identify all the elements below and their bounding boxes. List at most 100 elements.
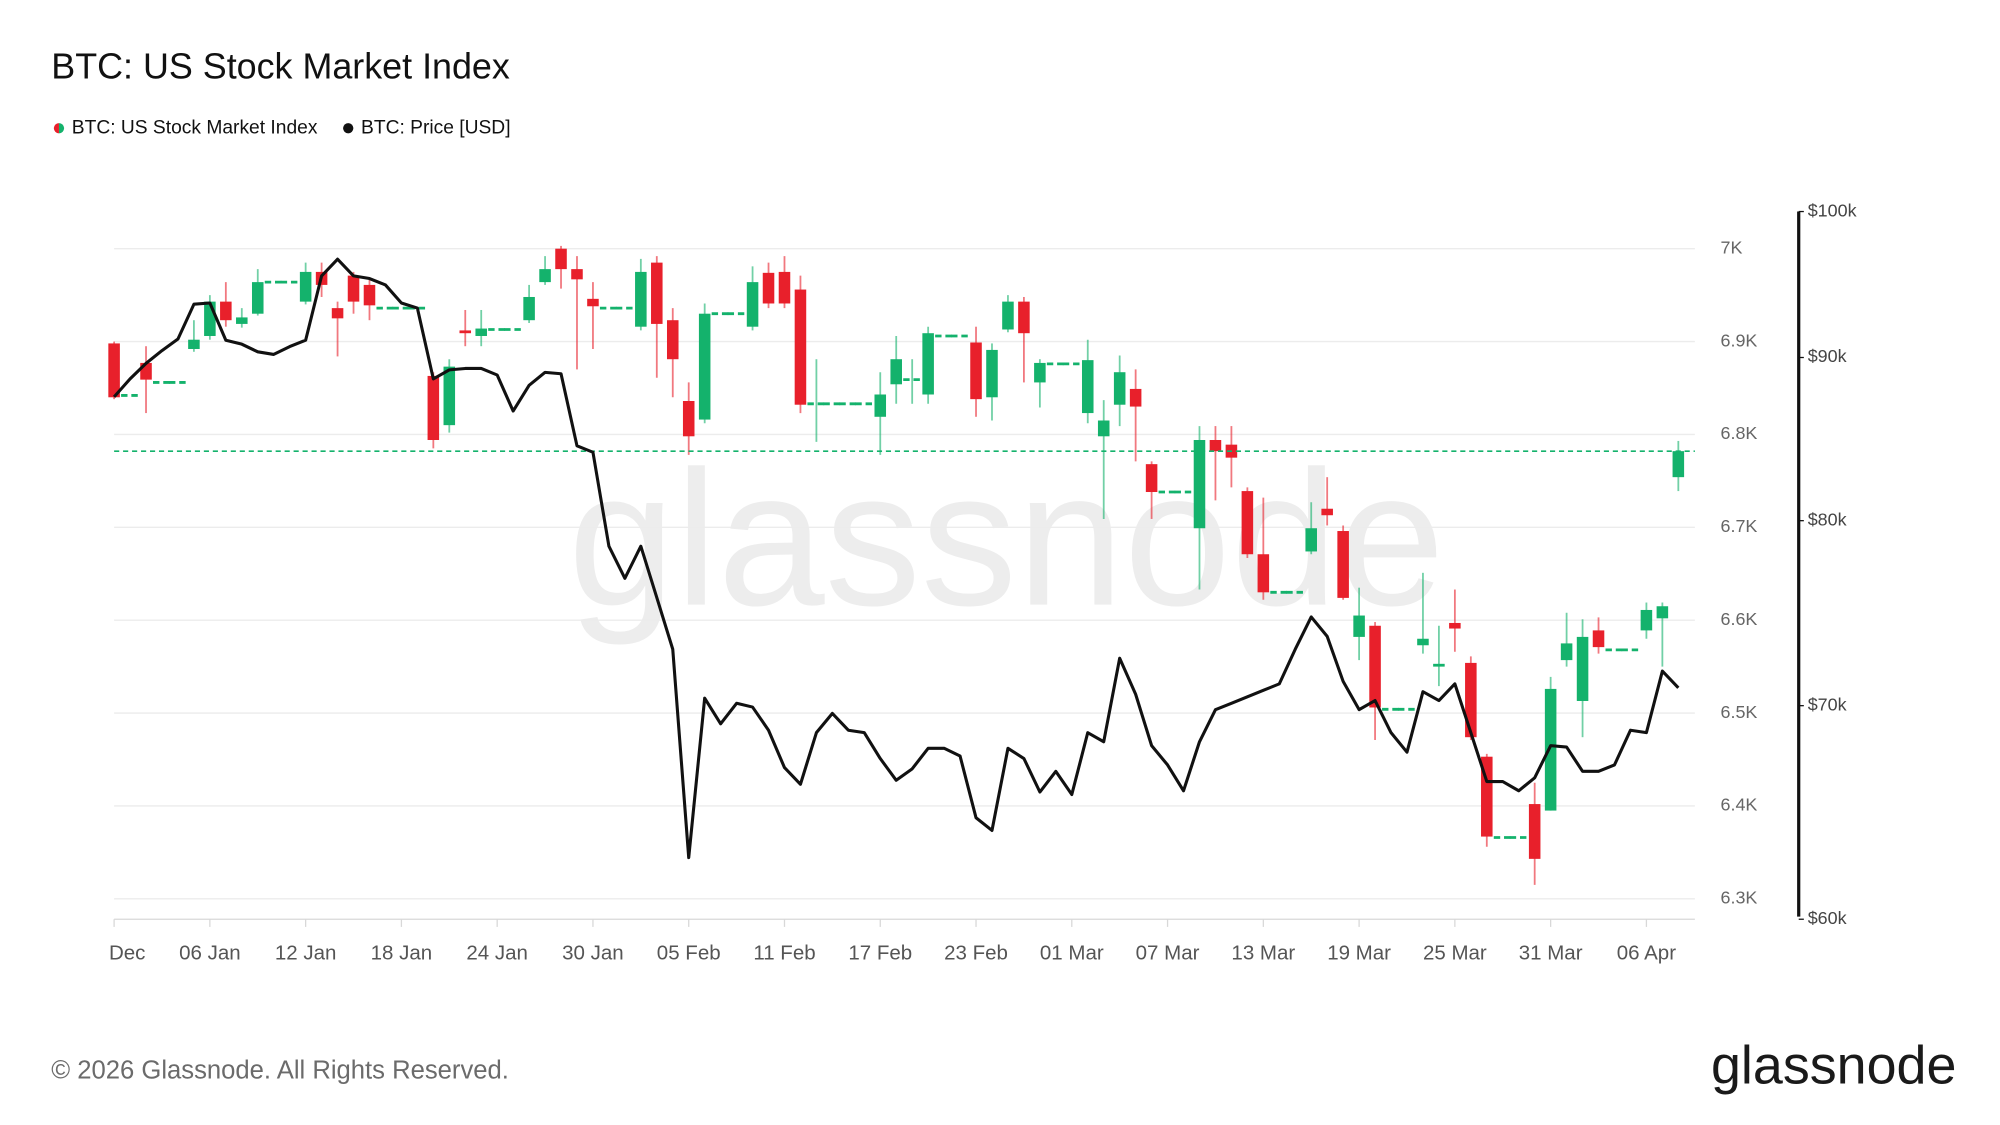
candle-body xyxy=(299,271,312,302)
price-line xyxy=(112,257,1680,860)
x-tick-label: 05 Feb xyxy=(657,941,721,964)
y-tick-label: 6.6K xyxy=(1721,609,1758,629)
y-tick-label: 6.8K xyxy=(1721,423,1758,443)
candle-body xyxy=(347,275,360,302)
candle-body xyxy=(1656,606,1669,619)
y2-tick-label: $100k xyxy=(1808,200,1857,220)
candle-body xyxy=(1560,643,1573,661)
x-tick-label: 19 Mar xyxy=(1327,941,1391,964)
candle-body xyxy=(251,282,264,314)
candle-body xyxy=(1002,301,1014,330)
candle-body xyxy=(587,298,599,307)
legend-marker xyxy=(53,123,59,134)
candle-body xyxy=(1576,636,1589,701)
candle-body xyxy=(1465,662,1477,738)
x-tick-label: 17 Feb xyxy=(848,941,912,964)
candle-body xyxy=(204,301,216,336)
candle-body xyxy=(236,317,248,324)
y-tick-label: 6.7K xyxy=(1721,516,1758,536)
candle-body xyxy=(651,262,663,324)
x-tick-label: 30 Jan xyxy=(562,941,624,964)
candle-body xyxy=(922,333,934,395)
candle-body xyxy=(1209,440,1222,452)
x-tick-label: 12 Jan xyxy=(275,941,337,964)
footer: © 2026 Glassnode. All Rights Reserved. xyxy=(51,1057,509,1085)
candle-body xyxy=(1321,508,1333,516)
x-tick-label: 24 Jan xyxy=(466,941,528,964)
candle-body xyxy=(1672,451,1685,478)
candle-body xyxy=(1417,638,1429,646)
y2-tick-label: $90k xyxy=(1808,346,1847,366)
candle-body xyxy=(555,248,567,270)
candle-body xyxy=(1433,663,1445,667)
y2-tick-label: $60k xyxy=(1808,908,1847,928)
candle-body xyxy=(635,271,647,327)
y-tick-label: 6.5K xyxy=(1721,702,1758,722)
legend-label: BTC: US Stock Market Index xyxy=(72,117,318,138)
candle-body xyxy=(475,328,487,336)
watermark: glassnode xyxy=(568,431,1445,646)
candle-body xyxy=(1305,528,1317,552)
x-tick-label: 01 Mar xyxy=(1040,941,1104,964)
candle-body xyxy=(427,375,440,441)
x-tick-label: 06 Jan xyxy=(179,941,241,964)
x-tick-label: 23 Feb xyxy=(944,941,1008,964)
y-tick-label: 6.4K xyxy=(1721,795,1758,815)
candle-body xyxy=(666,320,679,360)
candle-body xyxy=(108,343,120,398)
legend-label: BTC: Price [USD] xyxy=(361,117,510,138)
candle-body xyxy=(1081,360,1094,414)
candle-body xyxy=(1257,554,1270,593)
candle-body xyxy=(140,362,152,380)
candle-body xyxy=(1018,301,1030,334)
candle-body xyxy=(1481,756,1493,837)
candle-body xyxy=(1528,804,1541,859)
candle-body xyxy=(986,349,998,398)
candle-body xyxy=(1034,362,1046,383)
candle-body xyxy=(762,272,775,304)
y-tick-label: 6.3K xyxy=(1721,888,1758,908)
candle-body xyxy=(188,339,200,349)
x-tick-label: Dec xyxy=(109,941,145,964)
candle-body xyxy=(1193,440,1206,529)
candle-body xyxy=(1544,688,1557,811)
candle-body xyxy=(890,359,902,385)
candle-body xyxy=(1369,625,1381,708)
y2-tick-label: $70k xyxy=(1808,694,1847,714)
candle-body xyxy=(778,271,791,304)
candle-body xyxy=(698,313,711,420)
y-tick-label: 6.9K xyxy=(1721,330,1758,350)
candle-body xyxy=(794,289,807,405)
candle-body xyxy=(1640,609,1653,631)
candle-body xyxy=(539,269,551,283)
x-tick-label: 18 Jan xyxy=(371,941,433,964)
candle-body xyxy=(443,366,456,426)
chart-title: BTC: US Stock Market Index xyxy=(51,47,510,87)
y-tick-label: 7K xyxy=(1721,237,1743,257)
candle-body xyxy=(1145,464,1158,493)
legend-marker xyxy=(343,123,354,134)
candle-body xyxy=(682,400,695,437)
candle-body xyxy=(1592,630,1605,648)
candle-body xyxy=(220,301,232,321)
candle-body xyxy=(1129,388,1142,407)
x-tick-label: 06 Apr xyxy=(1617,941,1676,964)
candle-body xyxy=(459,330,472,334)
candle-body xyxy=(970,342,982,400)
candle-body xyxy=(1241,491,1254,555)
logo: glassnode xyxy=(1711,1035,1956,1095)
candle-body xyxy=(1449,622,1461,629)
x-tick-label: 25 Mar xyxy=(1423,941,1487,964)
legend-marker xyxy=(58,123,65,134)
y2-tick-label: $80k xyxy=(1808,509,1847,529)
x-tick-label: 31 Mar xyxy=(1519,941,1583,964)
candle-body xyxy=(331,308,344,319)
x-tick-label: 11 Feb xyxy=(753,941,815,964)
candle-body xyxy=(1113,372,1126,405)
candle-body xyxy=(746,282,759,327)
x-tick-label: 07 Mar xyxy=(1136,941,1200,964)
candle-body xyxy=(874,394,887,417)
candle-body xyxy=(363,284,376,306)
